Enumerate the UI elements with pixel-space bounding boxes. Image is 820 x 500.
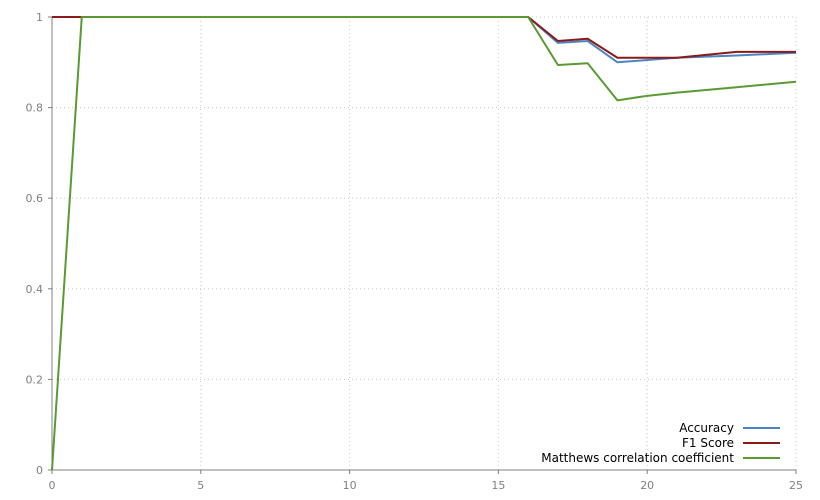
y-tick-label: 0.6 (26, 192, 44, 205)
y-tick-label: 0.2 (26, 373, 44, 386)
series-line-matthews-correlation-coefficient (51, 16, 797, 471)
x-tick-label: 25 (789, 479, 803, 492)
legend-label-matthews-correlation-coefficient: Matthews correlation coefficient (541, 451, 734, 465)
grid (52, 16, 797, 470)
series-line-f1-score (52, 16, 796, 59)
x-tick-label: 0 (49, 479, 56, 492)
y-tick-label: 1 (36, 11, 43, 24)
x-tick-label: 5 (197, 479, 204, 492)
series-line-accuracy (52, 16, 797, 64)
axes: 0 5 10 15 20 25 0 0.2 0.4 0.6 0.8 1 (26, 11, 804, 492)
legend-label-accuracy: Accuracy (679, 421, 734, 435)
y-tick-label: 0 (36, 464, 43, 477)
x-tick-label: 20 (640, 479, 654, 492)
x-tick-label: 15 (491, 479, 505, 492)
series-lines (51, 16, 797, 471)
legend-label-f1-score: F1 Score (682, 436, 734, 450)
y-tick-label: 0.4 (26, 283, 44, 296)
y-tick-label: 0.8 (26, 102, 44, 115)
x-tick-label: 10 (343, 479, 357, 492)
